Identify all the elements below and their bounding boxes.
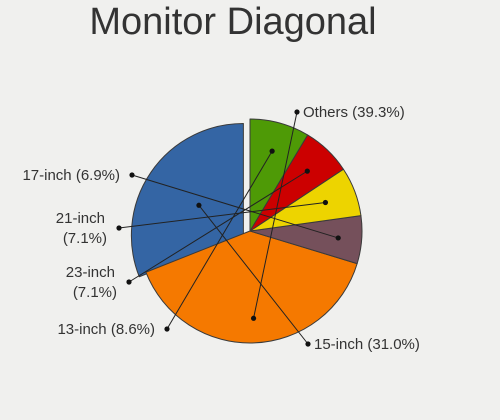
pie-slice-13-inch <box>249 118 309 232</box>
slice-percent-23-inch: (7.1%) <box>73 284 117 301</box>
slice-label-13-inch: 13-inch (8.6%) <box>57 321 155 338</box>
leader-dot-outer-13-inch <box>164 326 170 332</box>
leader-dot-inner-others <box>250 315 257 321</box>
leader-line-21-inch <box>118 201 326 229</box>
leader-dot-inner-23-inch <box>304 168 310 174</box>
pie-slice-15-inch <box>130 122 244 278</box>
chart-title: Monitor Diagonal <box>89 1 377 43</box>
slice-label-15-inch: 15-inch (31.0%) <box>314 336 420 353</box>
leader-line-15-inch <box>198 204 309 345</box>
leader-dot-outer-15-inch <box>305 341 311 347</box>
slice-label-others: Others (39.3%) <box>303 104 405 121</box>
leader-line-others <box>253 111 298 319</box>
pie-slice-others <box>145 230 358 344</box>
leader-dot-outer-21-inch <box>116 225 122 231</box>
slice-label-23-inch: 23-inch <box>66 264 115 281</box>
slice-label-17-inch: 17-inch (6.9%) <box>22 167 120 184</box>
leader-dot-inner-21-inch <box>322 199 329 206</box>
leader-line-17-inch <box>131 174 339 239</box>
leader-dot-inner-15-inch <box>196 202 202 208</box>
leader-dot-outer-others <box>294 109 300 115</box>
leader-dot-outer-23-inch <box>126 279 132 285</box>
leader-dot-inner-13-inch <box>269 148 275 154</box>
leader-dot-inner-17-inch <box>335 235 341 241</box>
leader-dot-outer-17-inch <box>129 172 135 178</box>
slice-percent-21-inch: (7.1%) <box>63 230 107 247</box>
leader-line-23-inch <box>128 170 308 283</box>
slice-label-21-inch: 21-inch <box>56 210 105 227</box>
leader-line-13-inch <box>166 150 273 330</box>
